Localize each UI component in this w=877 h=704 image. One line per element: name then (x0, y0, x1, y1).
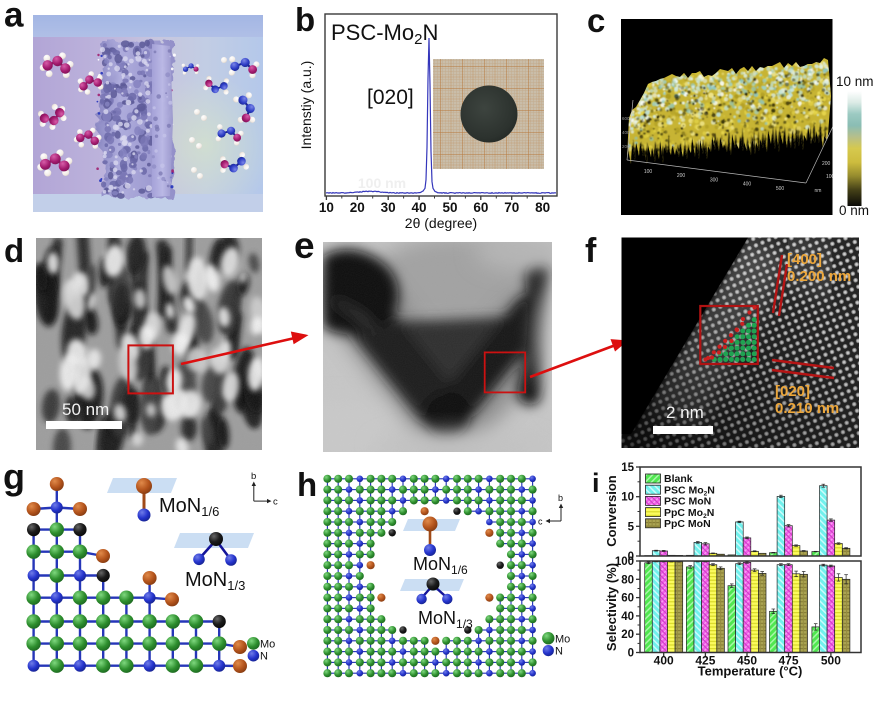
svg-text:PSC-Mo2N: PSC-Mo2N (331, 20, 438, 48)
svg-text:[400]: [400] (787, 251, 822, 268)
svg-text:N: N (555, 646, 563, 658)
svg-text:d: d (4, 232, 24, 269)
svg-text:MoN1/3: MoN1/3 (418, 608, 473, 631)
svg-text:Intenstiy (a.u.): Intenstiy (a.u.) (298, 61, 314, 150)
svg-text:2θ (degree): 2θ (degree) (405, 215, 477, 231)
svg-text:40: 40 (621, 611, 634, 623)
svg-text:200: 200 (677, 173, 686, 179)
svg-text:g: g (3, 456, 25, 497)
svg-text:5: 5 (628, 521, 635, 533)
svg-text:b: b (251, 471, 256, 482)
svg-text:N: N (260, 651, 268, 663)
svg-text:80: 80 (535, 200, 550, 215)
svg-text:c: c (538, 517, 543, 527)
svg-text:[020]: [020] (367, 86, 414, 109)
svg-text:450: 450 (737, 654, 757, 668)
svg-text:Mo: Mo (260, 639, 275, 651)
svg-text:60: 60 (473, 200, 488, 215)
svg-text:500: 500 (776, 186, 785, 192)
svg-text:h: h (297, 466, 317, 503)
svg-text:f: f (585, 232, 597, 270)
svg-text:80: 80 (621, 574, 634, 586)
svg-text:15: 15 (621, 462, 634, 474)
svg-text:nm: nm (815, 188, 822, 194)
svg-text:300: 300 (710, 177, 719, 183)
svg-text:100: 100 (826, 174, 835, 180)
svg-text:400: 400 (622, 130, 630, 135)
svg-text:Blank: Blank (664, 473, 693, 485)
svg-text:2 nm: 2 nm (666, 403, 704, 422)
svg-text:PSC MoN: PSC MoN (664, 496, 711, 508)
svg-text:Selectivity (%): Selectivity (%) (604, 563, 619, 651)
svg-text:c: c (273, 497, 278, 508)
svg-text:100: 100 (615, 556, 634, 568)
svg-text:0: 0 (628, 648, 634, 660)
svg-text:Mo: Mo (555, 633, 570, 645)
svg-text:a: a (4, 0, 24, 35)
svg-text:100: 100 (644, 169, 653, 175)
svg-text:0.210 nm: 0.210 nm (775, 400, 839, 417)
svg-text:50: 50 (442, 200, 457, 215)
svg-text:MoN1/3: MoN1/3 (185, 569, 245, 593)
svg-text:400: 400 (654, 654, 674, 668)
svg-text:40: 40 (412, 200, 427, 215)
svg-text:0.200 nm: 0.200 nm (787, 268, 851, 285)
svg-text:[020]: [020] (775, 383, 810, 400)
svg-text:425: 425 (695, 654, 715, 668)
svg-text:10: 10 (319, 200, 334, 215)
svg-text:600: 600 (622, 116, 630, 121)
svg-text:500: 500 (821, 654, 841, 668)
svg-text:20: 20 (621, 629, 634, 641)
svg-text:Conversion: Conversion (604, 475, 619, 547)
svg-text:200: 200 (622, 144, 630, 149)
svg-text:c: c (587, 2, 605, 39)
svg-text:20: 20 (350, 200, 365, 215)
svg-text:Temperature (°C): Temperature (°C) (698, 664, 803, 679)
svg-text:b: b (558, 493, 563, 503)
svg-text:PpC MoN: PpC MoN (664, 518, 711, 530)
svg-text:PpC Mo2N: PpC Mo2N (664, 507, 714, 520)
svg-text:PSC Mo2N: PSC Mo2N (664, 484, 715, 497)
svg-text:60: 60 (621, 593, 634, 605)
svg-text:0: 0 (628, 551, 634, 563)
svg-text:10 nm: 10 nm (836, 74, 874, 89)
svg-text:MoN1/6: MoN1/6 (413, 554, 468, 577)
svg-text:0 nm: 0 nm (839, 203, 869, 218)
svg-text:50 nm: 50 nm (62, 400, 109, 419)
svg-text:100 nm: 100 nm (358, 175, 406, 191)
svg-text:e: e (294, 225, 315, 266)
svg-text:400: 400 (743, 182, 752, 188)
svg-text:30: 30 (381, 200, 396, 215)
svg-text:475: 475 (778, 654, 798, 668)
svg-text:10: 10 (621, 492, 634, 504)
svg-text:200: 200 (822, 161, 831, 167)
svg-text:b: b (295, 1, 315, 38)
svg-text:i: i (592, 468, 600, 498)
svg-text:MoN1/6: MoN1/6 (159, 495, 219, 519)
svg-text:70: 70 (504, 200, 519, 215)
